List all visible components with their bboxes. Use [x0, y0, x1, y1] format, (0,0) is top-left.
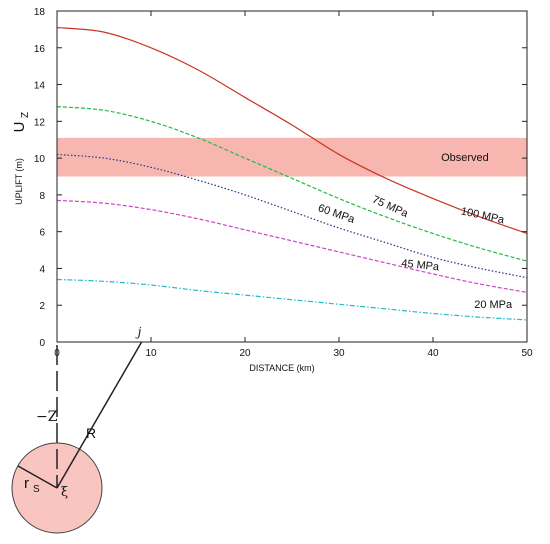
- distance-line: [56, 341, 143, 489]
- point-j-label: j: [135, 325, 142, 339]
- x-tick-label: 50: [521, 348, 533, 359]
- y-axis-ticks: 0 2 4 6 8 10 12 14 16 18: [34, 7, 527, 349]
- x-tick-label: 30: [333, 348, 345, 359]
- series-line-2: [56, 153, 528, 279]
- series-label-1: 75 MPa: [370, 194, 410, 221]
- y-tick-label: 14: [34, 81, 46, 92]
- series-label-4: 20 MPa: [474, 299, 513, 311]
- x-tick-label: 40: [427, 348, 439, 359]
- depth-label: −Z: [36, 409, 58, 425]
- series-line-4: [56, 278, 528, 321]
- radius-line: [17, 465, 58, 489]
- series-label-2: 60 MPa: [316, 202, 357, 226]
- series-label-0: 100 MPa: [460, 205, 506, 226]
- y-tick-label: 8: [39, 191, 45, 202]
- distance-label: R: [86, 425, 96, 441]
- series-line-0: [56, 26, 528, 235]
- source-geometry-diagram: j −Z R r S ξ: [11, 325, 143, 534]
- y-tick-label: 2: [39, 301, 45, 312]
- radius-label-subscript: S: [33, 484, 40, 495]
- y-axis-symbol-subscript: Z: [20, 112, 31, 118]
- series-lines: [56, 26, 528, 321]
- observed-label: Observed: [441, 152, 489, 164]
- series-line-1: [56, 106, 528, 262]
- series-line-3: [56, 199, 528, 293]
- observed-band: [57, 137, 527, 177]
- y-tick-label: 6: [39, 228, 45, 239]
- source-label: ξ: [61, 485, 68, 500]
- plot-frame: [56, 10, 528, 343]
- x-axis-ticks: 01020304050: [54, 11, 533, 359]
- y-axis-title: UPLIFT (m): [14, 158, 24, 205]
- y-tick-label: 10: [34, 154, 46, 165]
- y-tick-label: 4: [39, 264, 45, 275]
- y-tick-label: 12: [34, 117, 46, 128]
- y-axis-symbol-u: U: [11, 122, 28, 133]
- y-tick-label: 0: [39, 338, 45, 349]
- radius-label: r: [24, 475, 29, 492]
- y-tick-label: 18: [34, 7, 46, 18]
- y-tick-label: 16: [34, 44, 46, 55]
- x-tick-label: 10: [145, 348, 157, 359]
- series-label-3: 45 MPa: [401, 258, 441, 274]
- x-axis-title: DISTANCE (km): [249, 363, 314, 373]
- y-axis-symbol: U Z: [11, 112, 31, 132]
- x-tick-label: 20: [239, 348, 251, 359]
